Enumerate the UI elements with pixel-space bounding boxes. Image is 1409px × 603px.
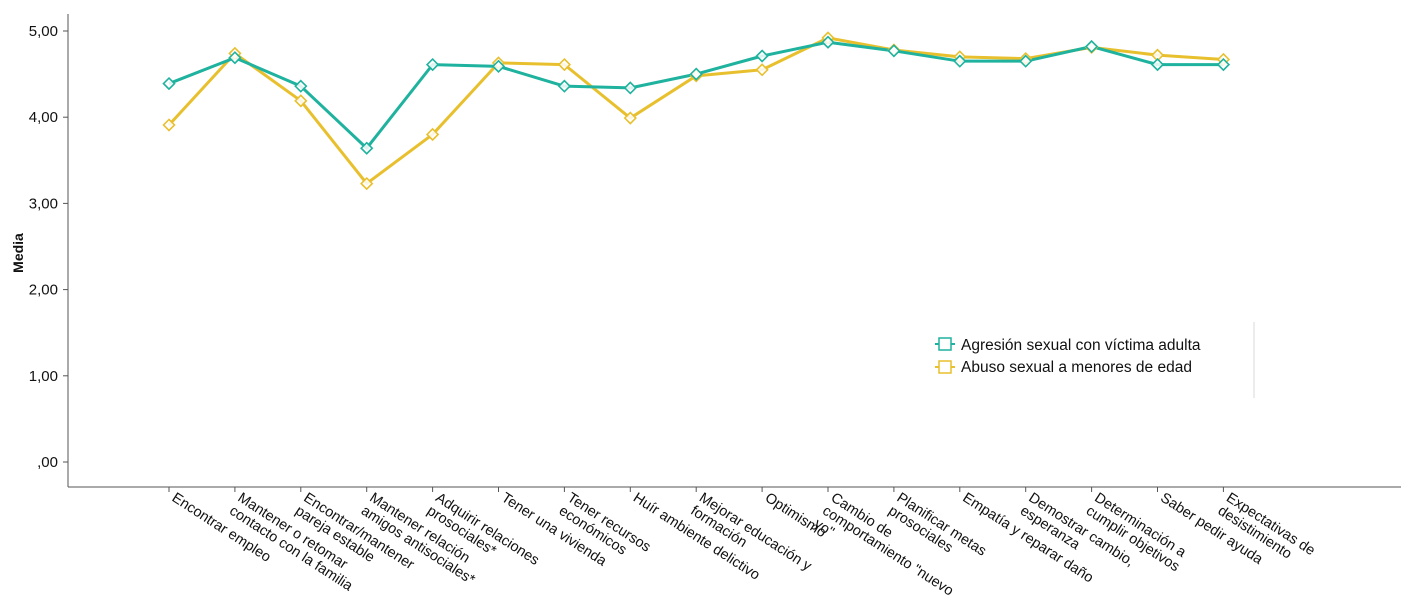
series-layer <box>162 31 1231 191</box>
data-point-marker <box>689 67 703 81</box>
data-point-marker <box>360 176 374 191</box>
y-tick-label: 1,00 <box>29 368 58 385</box>
y-tick-label: ,00 <box>37 454 58 471</box>
data-point-marker <box>821 35 835 49</box>
data-point-marker <box>228 51 242 65</box>
data-point-marker <box>1150 57 1165 72</box>
y-tick-label: 2,00 <box>29 282 58 299</box>
data-point-marker <box>1216 57 1231 72</box>
data-point-marker <box>425 127 440 142</box>
data-point-marker <box>623 111 637 125</box>
data-point-marker <box>557 57 572 72</box>
data-point-marker <box>623 81 637 95</box>
data-point-marker <box>557 79 572 93</box>
data-point-marker <box>162 118 176 132</box>
legend-item-agresion[interactable]: Agresión sexual con víctima adulta <box>935 337 1201 354</box>
data-point-marker <box>953 54 967 68</box>
data-point-marker <box>425 57 440 72</box>
data-point-marker <box>360 141 374 155</box>
legend-swatch-marker <box>938 337 952 351</box>
y-tick-label: 4,00 <box>29 109 58 126</box>
data-point-marker <box>491 59 506 73</box>
data-point-marker <box>294 79 308 93</box>
data-point-marker <box>887 44 901 58</box>
y-axis-title: Media <box>10 233 26 273</box>
y-axis: ,00 1,00 2,00 3,00 4,00 5,00 Media <box>10 14 69 487</box>
data-point-marker <box>294 94 308 108</box>
legend-label: Abuso sexual a menores de edad <box>961 359 1192 376</box>
data-point-marker <box>1084 39 1099 54</box>
data-point-marker <box>162 76 176 91</box>
data-point-marker <box>1019 54 1033 68</box>
data-point-marker <box>755 49 769 63</box>
y-tick-label: 3,00 <box>29 195 58 212</box>
y-tick-label: 5,00 <box>29 23 58 40</box>
legend-item-abuso[interactable]: Abuso sexual a menores de edad <box>935 359 1192 376</box>
legend-swatch-marker <box>938 360 952 374</box>
data-point-marker <box>755 63 769 77</box>
legend-label: Agresión sexual con víctima adulta <box>961 337 1201 354</box>
legend: Agresión sexual con víctima adulta Abuso… <box>935 322 1255 398</box>
